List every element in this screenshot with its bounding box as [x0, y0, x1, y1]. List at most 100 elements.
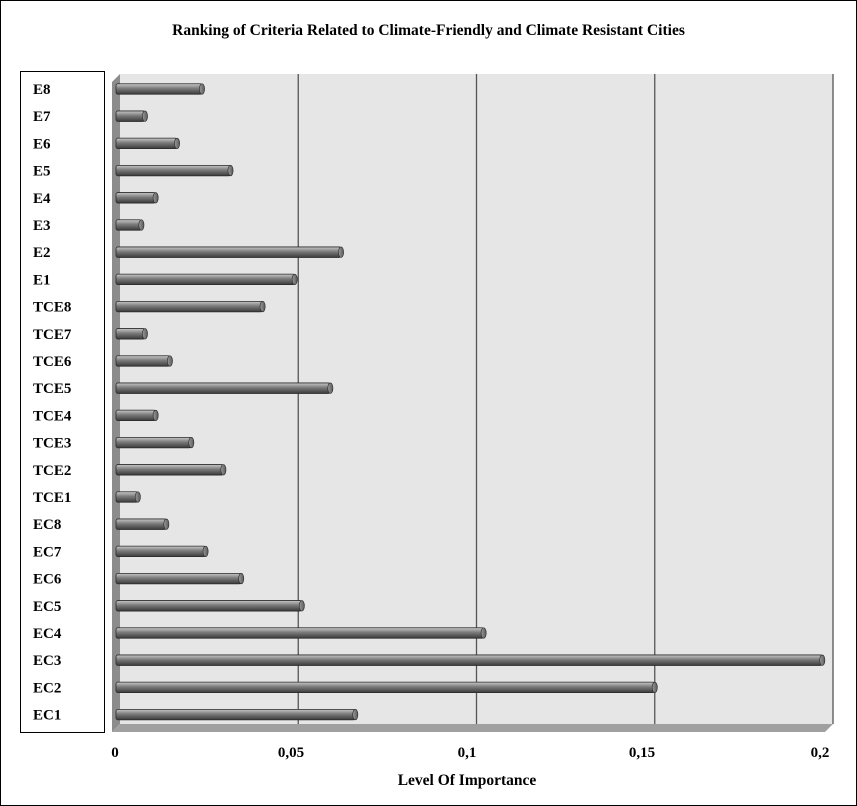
- bar-group: [115, 300, 266, 313]
- bar-cap: [227, 165, 234, 177]
- bar-group: [115, 164, 234, 177]
- bar-group: [115, 382, 334, 394]
- bar-cap: [134, 491, 141, 503]
- category-label: EC8: [33, 517, 61, 533]
- bar-cap: [651, 681, 658, 693]
- category-label: EC1: [33, 708, 61, 724]
- bar-cap: [142, 110, 148, 122]
- bar-group: [115, 436, 195, 449]
- bar: [115, 300, 264, 313]
- bar-group: [115, 681, 658, 694]
- category-label: E7: [33, 109, 51, 125]
- bar: [115, 409, 157, 422]
- chart-title: Ranking of Criteria Related to Climate-F…: [172, 22, 685, 39]
- bar: [115, 219, 142, 231]
- category-label: TCE2: [33, 463, 71, 479]
- x-tick-label: 0,15: [629, 745, 655, 761]
- bar: [115, 681, 656, 694]
- category-label: EC2: [33, 680, 61, 696]
- bar-group: [115, 518, 170, 530]
- category-label: E2: [33, 245, 51, 261]
- bar-cap: [819, 654, 826, 666]
- left-wall: [112, 74, 120, 732]
- bar-cap: [152, 192, 159, 204]
- bar-group: [115, 137, 180, 150]
- category-label: E6: [33, 136, 51, 152]
- bar: [115, 382, 331, 394]
- bar-cap: [352, 709, 359, 721]
- bar: [115, 572, 242, 585]
- category-labels: E8 E7 E6 E5 E4 E3 E2 E1 TCE8 TCE7 TCE6 TCE5 TCE4 TCE3…: [33, 82, 72, 724]
- bar-group: [115, 83, 205, 95]
- bar-cap: [220, 464, 227, 476]
- gridlines: [297, 74, 834, 724]
- bar-group: [115, 110, 148, 122]
- bar: [115, 273, 296, 286]
- bar-cap: [259, 301, 266, 313]
- bar-cap: [188, 437, 195, 449]
- bar-cap: [480, 627, 487, 639]
- bar-group: [115, 600, 305, 612]
- bar-cap: [338, 246, 344, 258]
- bar: [115, 436, 192, 449]
- bar: [115, 464, 224, 476]
- category-label: E1: [33, 272, 51, 288]
- bar-group: [115, 627, 487, 639]
- bar-group: [115, 491, 141, 503]
- category-label: TCE1: [33, 490, 71, 506]
- category-label: TCE3: [33, 436, 71, 452]
- bar-cap: [138, 219, 145, 231]
- bar-cap: [238, 573, 245, 585]
- category-label: TCE7: [33, 327, 72, 343]
- bar: [115, 164, 231, 177]
- category-label: EC3: [33, 653, 61, 669]
- bar: [115, 355, 171, 367]
- x-tick-label: 0,05: [278, 745, 304, 761]
- bar-group: [115, 545, 209, 558]
- category-label: EC5: [33, 599, 61, 615]
- bar-group: [115, 572, 245, 585]
- category-label: E3: [33, 218, 51, 234]
- category-label: E5: [33, 164, 51, 180]
- x-tick-labels: 0 0,05 0,1 0,15 0,2: [111, 745, 829, 761]
- bar-group: [115, 219, 145, 231]
- bar: [115, 545, 206, 558]
- bar-group: [115, 654, 826, 666]
- bar-group: [115, 464, 227, 476]
- bar: [115, 491, 139, 503]
- bar-cap: [291, 273, 298, 285]
- bar: [115, 137, 178, 150]
- bar: [115, 654, 823, 666]
- bar-group: [115, 192, 159, 204]
- x-axis-label: Level Of Importance: [398, 772, 537, 789]
- bars: [115, 83, 826, 721]
- bar-cap: [167, 355, 173, 367]
- bar: [115, 328, 146, 340]
- category-label: TCE6: [33, 354, 72, 370]
- bar-group: [115, 273, 298, 286]
- category-label: TCE8: [33, 300, 71, 316]
- bar: [115, 83, 203, 95]
- category-label: E8: [33, 82, 51, 98]
- bar-cap: [174, 137, 180, 149]
- bar-cap: [202, 545, 209, 557]
- bar-group: [115, 708, 359, 721]
- category-label: TCE5: [33, 381, 71, 397]
- bar: [115, 708, 356, 721]
- category-label: EC4: [33, 626, 62, 642]
- category-label: E4: [33, 191, 51, 207]
- category-label: TCE4: [33, 408, 72, 424]
- bar-cap: [298, 600, 305, 612]
- floor: [112, 724, 833, 732]
- bar-cap: [199, 83, 205, 95]
- x-tick-label: 0,1: [458, 745, 477, 761]
- bar-group: [115, 328, 148, 340]
- bar-cap: [142, 328, 148, 340]
- bar-group: [115, 355, 173, 367]
- bar: [115, 192, 157, 204]
- bar: [115, 600, 303, 612]
- bar-cap: [327, 382, 334, 394]
- category-label: EC6: [33, 572, 62, 588]
- bar-cap: [152, 409, 159, 421]
